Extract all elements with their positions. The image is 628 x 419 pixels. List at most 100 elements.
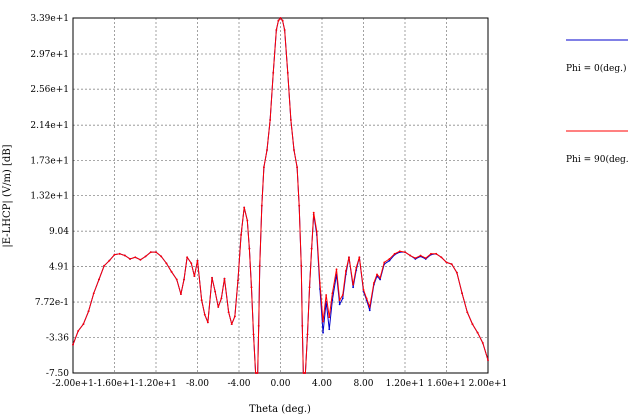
data-point	[217, 306, 220, 308]
data-point	[92, 292, 95, 295]
y-tick-label: 1.32e+1	[30, 192, 69, 202]
data-point	[180, 293, 182, 296]
data-point	[233, 315, 236, 318]
grid	[73, 18, 488, 373]
data-point	[338, 303, 341, 306]
data-point	[322, 320, 324, 323]
y-tick-label: 2.97e+1	[30, 50, 69, 60]
data-point	[308, 286, 311, 289]
data-point	[368, 306, 371, 308]
data-point	[214, 290, 217, 293]
data-point	[312, 211, 315, 214]
data-point	[487, 359, 489, 362]
data-point	[211, 276, 213, 279]
data-point	[260, 204, 263, 207]
y-tick-label: 3.39e+1	[30, 14, 69, 24]
data-point	[325, 294, 328, 296]
data-point	[348, 256, 350, 259]
data-point	[190, 262, 193, 265]
data-point	[250, 286, 253, 289]
legend-label-phi0: Phi = 0(deg.)	[566, 63, 626, 74]
x-tick-labels: -2.00e+1 -1.60e+1 -1.20e+1 -8.00 -4.00 0.00 4.…	[52, 379, 507, 389]
x-tick-label: 8.00	[353, 379, 373, 389]
data-point	[118, 252, 121, 255]
y-tick-label: 4.91	[49, 263, 69, 273]
data-point	[335, 268, 338, 271]
data-point	[160, 255, 163, 258]
data-point	[398, 250, 401, 253]
data-point	[82, 323, 85, 326]
data-point	[206, 321, 209, 324]
data-point	[87, 310, 90, 313]
data-point	[328, 316, 331, 319]
data-point	[393, 252, 396, 255]
data-point	[175, 278, 178, 281]
data-point	[435, 252, 438, 255]
y-tick-label: -7.50	[46, 369, 69, 379]
data-point	[279, 17, 282, 19]
data-point	[240, 234, 242, 236]
data-point	[296, 166, 298, 169]
data-point	[227, 311, 230, 314]
data-point	[455, 271, 458, 274]
data-point	[139, 258, 142, 261]
data-point	[193, 275, 196, 278]
data-point	[344, 270, 347, 272]
data-point	[414, 257, 417, 259]
data-point	[362, 288, 365, 291]
data-point	[223, 277, 226, 280]
y-tick-label: -3.36	[46, 334, 69, 344]
data-point	[77, 330, 80, 332]
data-point	[368, 309, 371, 312]
data-point	[170, 270, 173, 273]
data-point	[298, 204, 301, 207]
data-point	[372, 282, 375, 284]
data-point	[306, 333, 309, 336]
data-point	[200, 299, 203, 302]
data-point	[300, 264, 303, 267]
data-point	[252, 333, 255, 336]
data-point	[293, 149, 295, 151]
y-tick-label: 7.72e-1	[35, 298, 69, 308]
data-point	[419, 254, 422, 257]
y-axis-title: |E-LHCP| (V/m) [dB]	[2, 144, 13, 247]
y-tick-labels: 3.39e+1 2.97e+1 2.56e+1 2.14e+1 1.73e+1 1.32e…	[30, 14, 69, 379]
data-point	[355, 266, 358, 269]
data-point	[230, 323, 233, 326]
data-point	[481, 342, 484, 344]
data-point	[430, 252, 432, 255]
data-point	[376, 273, 378, 276]
x-tick-label: 1.20e+1	[386, 379, 425, 389]
data-point	[328, 328, 331, 331]
data-point	[263, 166, 265, 169]
data-point	[445, 261, 448, 264]
data-point	[272, 71, 275, 74]
data-point	[379, 276, 381, 279]
data-point	[310, 247, 313, 250]
data-point	[98, 278, 100, 281]
data-point	[365, 297, 368, 300]
data-point	[466, 311, 469, 314]
data-point	[275, 29, 278, 31]
data-point	[155, 251, 157, 253]
x-tick-label: -2.00e+1	[52, 379, 94, 389]
data-point	[289, 119, 292, 121]
data-point	[256, 372, 259, 374]
y-tick-label: 9.04	[49, 227, 69, 237]
data-point	[286, 71, 289, 74]
data-point	[103, 264, 106, 267]
y-tick-label: 1.73e+1	[30, 156, 69, 166]
data-point	[144, 255, 147, 258]
data-point	[341, 294, 344, 296]
data-point	[258, 264, 261, 267]
data-point	[283, 29, 286, 31]
data-point	[248, 247, 251, 250]
data-point	[149, 251, 152, 253]
legend-label-phi90: Phi = 90(deg.)	[566, 154, 628, 165]
data-point	[440, 256, 443, 259]
x-axis-title: Theta (deg.)	[249, 404, 311, 415]
data-point	[383, 261, 386, 264]
data-point	[358, 256, 361, 259]
x-tick-label: -4.00	[227, 379, 250, 389]
